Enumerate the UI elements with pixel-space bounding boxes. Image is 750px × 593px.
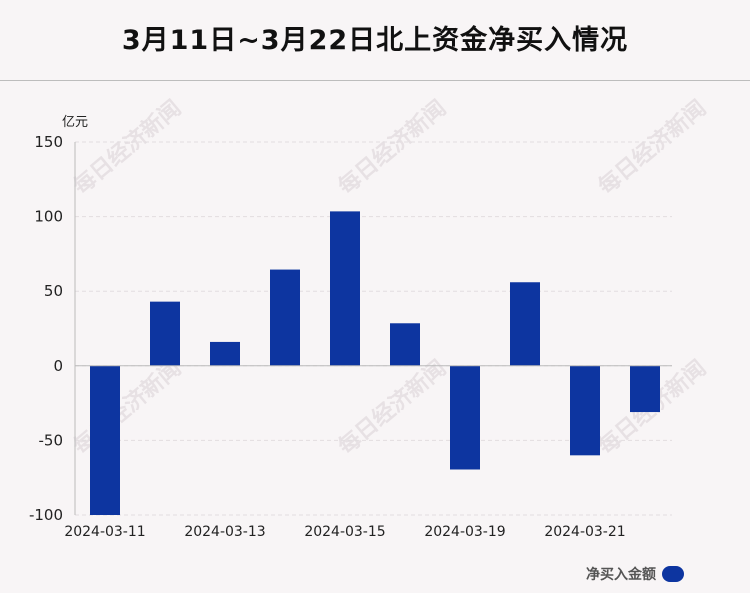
x-tick-label: 2024-03-13: [184, 524, 265, 540]
x-tick-label: 2024-03-21: [544, 524, 625, 540]
bar-2024-03-18: [390, 323, 420, 366]
legend-label: 净买入金额: [586, 567, 656, 583]
bar-2024-03-12: [150, 301, 180, 366]
legend: 净买入金额: [586, 564, 684, 584]
x-tick-label: 2024-03-15: [304, 524, 385, 540]
y-tick-label: -50: [39, 431, 64, 449]
y-axis-label: 亿元: [62, 115, 88, 130]
title-divider: [0, 80, 750, 81]
bar-2024-03-14: [270, 269, 300, 366]
y-tick-label: 100: [34, 208, 63, 226]
legend-swatch: [662, 566, 684, 582]
bar-2024-03-13: [210, 341, 240, 366]
bar-2024-03-19: [450, 365, 480, 470]
bar-2024-03-11: [90, 365, 120, 515]
chart-title: 3月11日~3月22日北上资金净买入情况: [121, 25, 629, 56]
y-tick-label: 150: [34, 133, 63, 151]
y-tick-label: 50: [44, 282, 63, 300]
bar-2024-03-21: [570, 365, 600, 456]
y-tick-label: 0: [53, 357, 63, 375]
bars: [90, 211, 660, 515]
bar-2024-03-22: [630, 365, 660, 413]
x-tick-label: 2024-03-19: [424, 524, 505, 540]
y-tick-labels: 150 100 50 0 -50 -100: [29, 133, 63, 524]
y-tick-label: -100: [29, 506, 63, 524]
bar-2024-03-15: [330, 211, 360, 366]
x-tick-label: 2024-03-11: [64, 524, 145, 540]
x-tick-labels: 2024-03-11 2024-03-13 2024-03-15 2024-03-19…: [64, 524, 625, 540]
bar-2024-03-20: [510, 282, 540, 366]
